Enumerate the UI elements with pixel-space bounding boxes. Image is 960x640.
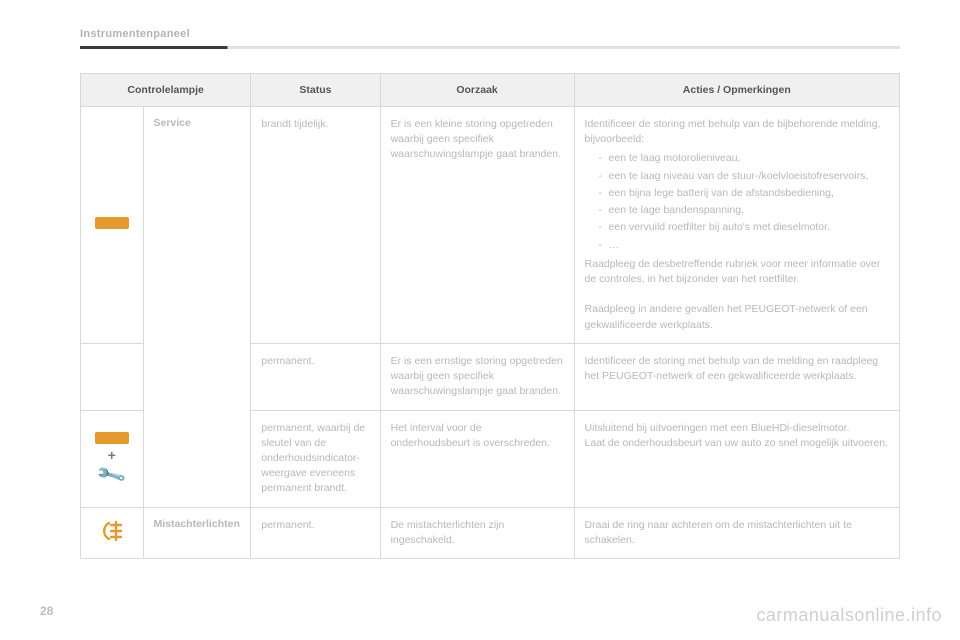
table-row: Service brandt tijdelijk. Er is een klei… (81, 107, 900, 344)
header-bar (80, 46, 900, 49)
wrench-icon: 🔧 (96, 461, 128, 491)
col-header-status: Status (251, 74, 380, 107)
service-icon (95, 432, 129, 444)
footer-watermark: carmanualsonline.info (756, 605, 942, 626)
foglight-status: permanent. (251, 507, 380, 558)
service-r1-action-mid: Raadpleeg de desbetreffende rubriek voor… (585, 258, 881, 285)
list-item: een te laag motorolieniveau, (599, 151, 889, 166)
rear-foglight-icon (97, 518, 127, 548)
service-r2-action: Identificeer de storing met behulp van d… (574, 343, 899, 410)
section-title: Instrumentenpaneel (80, 28, 900, 40)
col-header-cause: Oorzaak (380, 74, 574, 107)
service-icon (95, 217, 129, 229)
warning-light-table: Controlelampje Status Oorzaak Acties / O… (80, 73, 900, 559)
foglight-action: Draai de ring naar achteren om de mistac… (574, 507, 899, 558)
service-icon-cell (81, 107, 144, 344)
manual-page: Instrumentenpaneel Controlelampje Status… (0, 0, 960, 640)
service-r1-action-list: een te laag motorolieniveau, een te laag… (585, 151, 889, 252)
plus-icon: + (108, 448, 116, 462)
service-plus-wrench-cell: + 🔧 (81, 410, 144, 507)
table-row: Mistachterlichten permanent. De mistacht… (81, 507, 900, 558)
service-r3-status: permanent, waarbij de sleutel van de ond… (251, 410, 380, 507)
service-r1-action-end: Raadpleeg in andere gevallen het PEUGEOT… (585, 303, 868, 330)
foglight-cause: De mistachterlichten zijn ingeschakeld. (380, 507, 574, 558)
list-item: een te laag niveau van de stuur-/koelvlo… (599, 169, 889, 184)
service-r1-cause: Er is een kleine storing opgetreden waar… (380, 107, 574, 344)
col-header-action: Acties / Opmerkingen (574, 74, 899, 107)
service-r1-status: brandt tijdelijk. (251, 107, 380, 344)
service-r3-cause: Het interval voor de onderhoudsbeurt is … (380, 410, 574, 507)
list-item: een te lage bandenspanning, (599, 203, 889, 218)
service-r1-action-intro: Identificeer de storing met behulp van d… (585, 118, 881, 145)
service-r1-action: Identificeer de storing met behulp van d… (574, 107, 899, 344)
page-number: 28 (40, 604, 53, 618)
service-r3-action: Uitsluitend bij uitvoeringen met een Blu… (574, 410, 899, 507)
foglight-label: Mistachterlichten (143, 507, 251, 558)
list-item: … (599, 238, 889, 253)
service-r2-cause: Er is een ernstige storing opgetreden wa… (380, 343, 574, 410)
empty-icon-cell (81, 343, 144, 410)
list-item: een bijna lege batterij van de afstandsb… (599, 186, 889, 201)
col-header-lamp: Controlelampje (81, 74, 251, 107)
service-plus-wrench-icon: + 🔧 (85, 432, 139, 486)
table-header-row: Controlelampje Status Oorzaak Acties / O… (81, 74, 900, 107)
service-r2-status: permanent. (251, 343, 380, 410)
list-item: een vervuild roetfilter bij auto's met d… (599, 220, 889, 235)
service-label: Service (143, 107, 251, 508)
foglight-icon-cell (81, 507, 144, 558)
